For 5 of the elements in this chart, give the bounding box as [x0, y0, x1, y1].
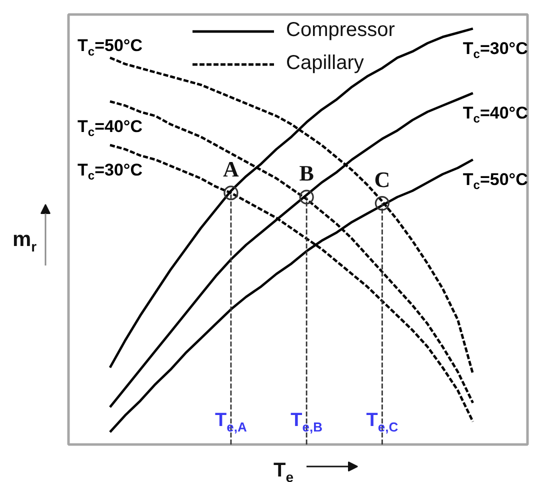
- annotation: B: [299, 160, 314, 186]
- annotation: Capillary: [286, 52, 364, 75]
- annotation: Compressor: [286, 19, 395, 42]
- annotation: A: [223, 156, 240, 182]
- annotation: C: [374, 166, 390, 192]
